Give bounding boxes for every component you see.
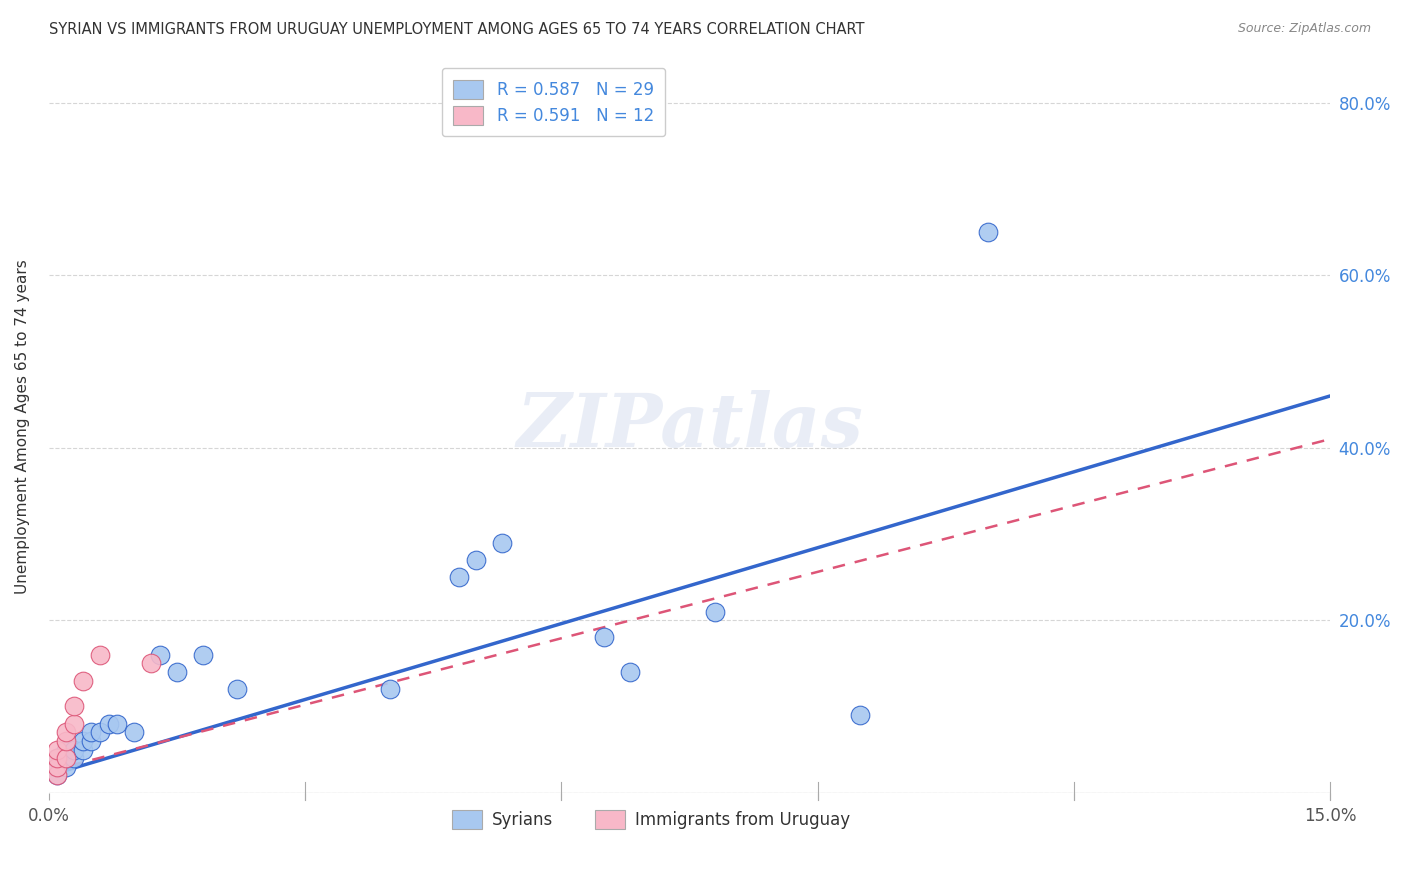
Point	[149, 648, 172, 662]
Point	[46, 751, 69, 765]
Point	[89, 725, 111, 739]
Text: ZIPatlas: ZIPatlas	[516, 390, 863, 462]
Point	[55, 725, 77, 739]
Point	[55, 751, 77, 765]
Point	[97, 716, 120, 731]
Point	[55, 751, 77, 765]
Point	[122, 725, 145, 739]
Point	[977, 225, 1000, 239]
Point	[55, 742, 77, 756]
Point	[63, 751, 86, 765]
Point	[72, 673, 94, 688]
Point	[63, 742, 86, 756]
Point	[166, 665, 188, 679]
Point	[464, 553, 486, 567]
Point	[46, 760, 69, 774]
Point	[72, 742, 94, 756]
Point	[46, 768, 69, 782]
Point	[63, 716, 86, 731]
Point	[225, 682, 247, 697]
Point	[72, 734, 94, 748]
Legend: Syrians, Immigrants from Uruguay: Syrians, Immigrants from Uruguay	[446, 803, 856, 836]
Text: Source: ZipAtlas.com: Source: ZipAtlas.com	[1237, 22, 1371, 36]
Point	[491, 535, 513, 549]
Point	[55, 760, 77, 774]
Point	[46, 768, 69, 782]
Point	[105, 716, 128, 731]
Point	[89, 648, 111, 662]
Point	[380, 682, 402, 697]
Point	[593, 631, 616, 645]
Y-axis label: Unemployment Among Ages 65 to 74 years: Unemployment Among Ages 65 to 74 years	[15, 259, 30, 593]
Point	[46, 751, 69, 765]
Point	[704, 605, 727, 619]
Point	[80, 725, 103, 739]
Point	[191, 648, 214, 662]
Text: SYRIAN VS IMMIGRANTS FROM URUGUAY UNEMPLOYMENT AMONG AGES 65 TO 74 YEARS CORRELA: SYRIAN VS IMMIGRANTS FROM URUGUAY UNEMPL…	[49, 22, 865, 37]
Point	[55, 734, 77, 748]
Point	[141, 657, 163, 671]
Point	[46, 760, 69, 774]
Point	[63, 699, 86, 714]
Point	[849, 708, 872, 723]
Point	[46, 742, 69, 756]
Point	[80, 734, 103, 748]
Point	[447, 570, 470, 584]
Point	[619, 665, 641, 679]
